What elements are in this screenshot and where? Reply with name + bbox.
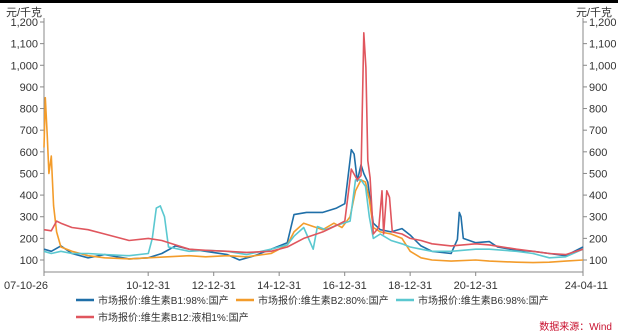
x-tick-label: 12-12-31	[192, 280, 236, 292]
left-tick-label: 1,000	[10, 60, 38, 72]
legend-label-2: 市场报价:维生素B2:80%:国产	[258, 294, 389, 307]
series-line-3	[43, 179, 584, 259]
right-tick-label: 300	[589, 212, 607, 224]
legend-label-3: 市场报价:维生素B6:98%:国产	[418, 294, 549, 307]
right-tick-label: 200	[589, 233, 607, 245]
left-tick-label: 900	[20, 82, 38, 94]
source-label: 数据来源：Wind	[539, 320, 612, 332]
series-line-2	[43, 96, 584, 264]
left-tick-label: 700	[20, 125, 38, 137]
x-tick-label: 14-12-31	[257, 280, 301, 292]
y-axes: 100 100 200 200 300 300 400 400 500 500 600 600 700 7…	[10, 17, 617, 272]
left-tick-label: 500	[20, 168, 38, 180]
x-tick-label: 10-12-31	[126, 280, 170, 292]
right-unit-label: 元/千克	[576, 6, 612, 19]
left-tick-label: 1,100	[10, 39, 38, 51]
left-tick-label: 100	[20, 255, 38, 267]
right-tick-label: 600	[589, 147, 607, 159]
legend-label-1: 市场报价:维生素B1:98%:国产	[98, 294, 229, 307]
x-tick-label: 20-12-31	[454, 280, 498, 292]
right-tick-label: 500	[589, 168, 607, 180]
x-tick-label: 07-10-26	[4, 280, 48, 292]
right-tick-label: 1,100	[589, 39, 617, 51]
x-tick-label: 24-04-11	[565, 280, 608, 292]
series-line-1	[43, 148, 584, 261]
right-tick-label: 900	[589, 82, 607, 94]
x-tick-label: 16-12-31	[323, 280, 367, 292]
legend: 市场报价:维生素B1:98%:国产 市场报价:维生素B2:80%:国产 市场报价:维…	[76, 294, 549, 324]
top-border	[0, 0, 618, 3]
x-tick-label: 18-12-31	[388, 280, 432, 292]
right-tick-label: 1,000	[589, 60, 617, 72]
left-tick-label: 200	[20, 233, 38, 245]
series-lines	[43, 31, 584, 264]
right-tick-label: 800	[589, 104, 607, 116]
x-axis: 07-10-26 10-12-31 12-12-31 14-12-31 16-12-31…	[4, 271, 608, 292]
right-tick-label: 700	[589, 125, 607, 137]
series-line-4	[43, 31, 584, 256]
left-tick-label: 800	[20, 104, 38, 116]
left-tick-label: 600	[20, 147, 38, 159]
right-tick-label: 100	[589, 255, 607, 267]
legend-label-4: 市场报价:维生素B12:液相1%:国产	[98, 311, 249, 324]
right-tick-label: 400	[589, 190, 607, 202]
left-tick-label: 400	[20, 190, 38, 202]
left-unit-label: 元/千克	[6, 6, 42, 19]
right-tick-label: 1,200	[589, 17, 617, 29]
left-tick-label: 1,200	[10, 17, 38, 29]
left-tick-label: 300	[20, 212, 38, 224]
